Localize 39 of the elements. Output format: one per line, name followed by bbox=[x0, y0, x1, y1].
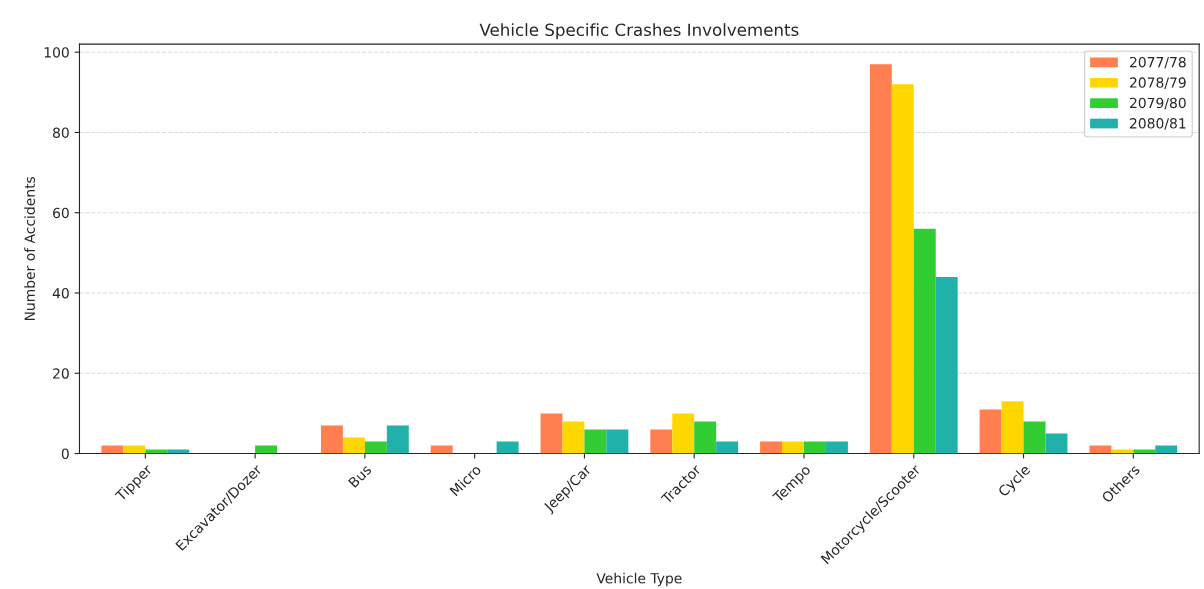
bar bbox=[606, 429, 629, 454]
bar bbox=[562, 421, 585, 454]
y-tick-label: 40 bbox=[52, 287, 69, 299]
bar bbox=[540, 413, 563, 454]
y-axis-title: Number of Accidents bbox=[24, 176, 35, 321]
y-tick-label: 80 bbox=[53, 127, 69, 138]
x-axis-title: Vehicle Type bbox=[596, 572, 682, 587]
bar bbox=[716, 441, 739, 454]
bar bbox=[935, 276, 958, 454]
legend-label: 2079/80 bbox=[1130, 97, 1186, 110]
legend-label: 2077/78 bbox=[1130, 56, 1186, 69]
bar bbox=[979, 409, 1002, 454]
bar bbox=[891, 84, 914, 454]
chart-title: Vehicle Specific Crashes Involvements bbox=[479, 23, 799, 40]
legend-label: 2078/79 bbox=[1130, 77, 1186, 89]
bar bbox=[913, 228, 936, 454]
bar bbox=[672, 413, 695, 454]
bar bbox=[386, 425, 409, 454]
bar bbox=[1045, 433, 1068, 454]
bar bbox=[320, 425, 343, 454]
bar bbox=[496, 441, 519, 454]
bar bbox=[803, 441, 826, 454]
y-tick-label: 60 bbox=[53, 207, 69, 219]
legend-label: 2080/81 bbox=[1130, 118, 1186, 130]
bar bbox=[1023, 421, 1046, 454]
x-tick-label: Bus bbox=[348, 464, 373, 488]
y-tick-label: 100 bbox=[44, 47, 69, 58]
bar bbox=[760, 441, 783, 454]
y-tick-label: 0 bbox=[61, 448, 69, 459]
bar bbox=[342, 437, 365, 454]
bar bbox=[694, 421, 717, 454]
bar bbox=[650, 429, 673, 454]
bar bbox=[364, 441, 387, 454]
bar bbox=[1001, 401, 1024, 454]
bar bbox=[825, 441, 848, 454]
y-tick-label: 20 bbox=[53, 368, 69, 379]
bar bbox=[782, 441, 804, 454]
bar bbox=[584, 429, 607, 454]
bar bbox=[869, 64, 892, 454]
